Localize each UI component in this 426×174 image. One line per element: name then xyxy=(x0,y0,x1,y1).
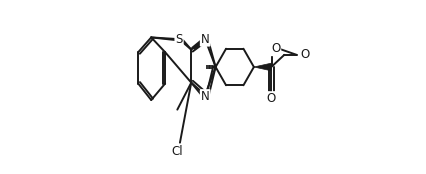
Text: S: S xyxy=(176,33,183,46)
Text: Cl: Cl xyxy=(172,145,183,158)
Text: N: N xyxy=(201,90,210,103)
Text: O: O xyxy=(267,92,276,105)
Polygon shape xyxy=(254,63,271,71)
Text: N: N xyxy=(201,33,210,46)
Text: O: O xyxy=(271,42,280,55)
Text: O: O xyxy=(300,48,309,61)
